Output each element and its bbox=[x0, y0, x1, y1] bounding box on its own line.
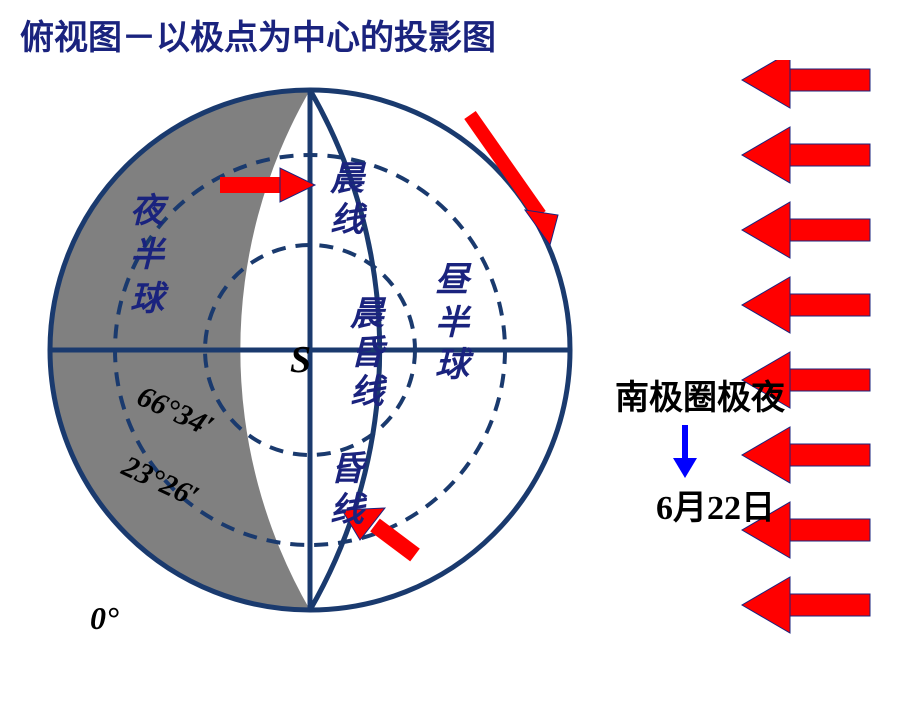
rotation-arrow-icon bbox=[470, 115, 558, 245]
polar-night-label: 南极圈极夜 bbox=[615, 370, 785, 419]
down-arrow-icon bbox=[665, 420, 705, 480]
pole-label: S bbox=[290, 338, 311, 382]
date-label: 6月22日 bbox=[656, 480, 775, 529]
night-hemisphere-label: 夜半球 夜半球 bbox=[130, 190, 164, 323]
page-title: 俯视图－以极点为中心的投影图 bbox=[20, 10, 496, 59]
polar-diagram: 夜半球 夜半球 昼半球 晨线 晨昏线 昏线 S 66°34′ 23°26′ 0° bbox=[20, 60, 600, 640]
terminator-label: 晨昏线 bbox=[350, 295, 384, 412]
evening-line-label: 昏线 bbox=[330, 450, 364, 532]
morning-line-label: 晨线 bbox=[330, 160, 364, 242]
equator-label: 0° bbox=[90, 600, 119, 637]
day-hemisphere-label: 昼半球 bbox=[435, 260, 469, 388]
